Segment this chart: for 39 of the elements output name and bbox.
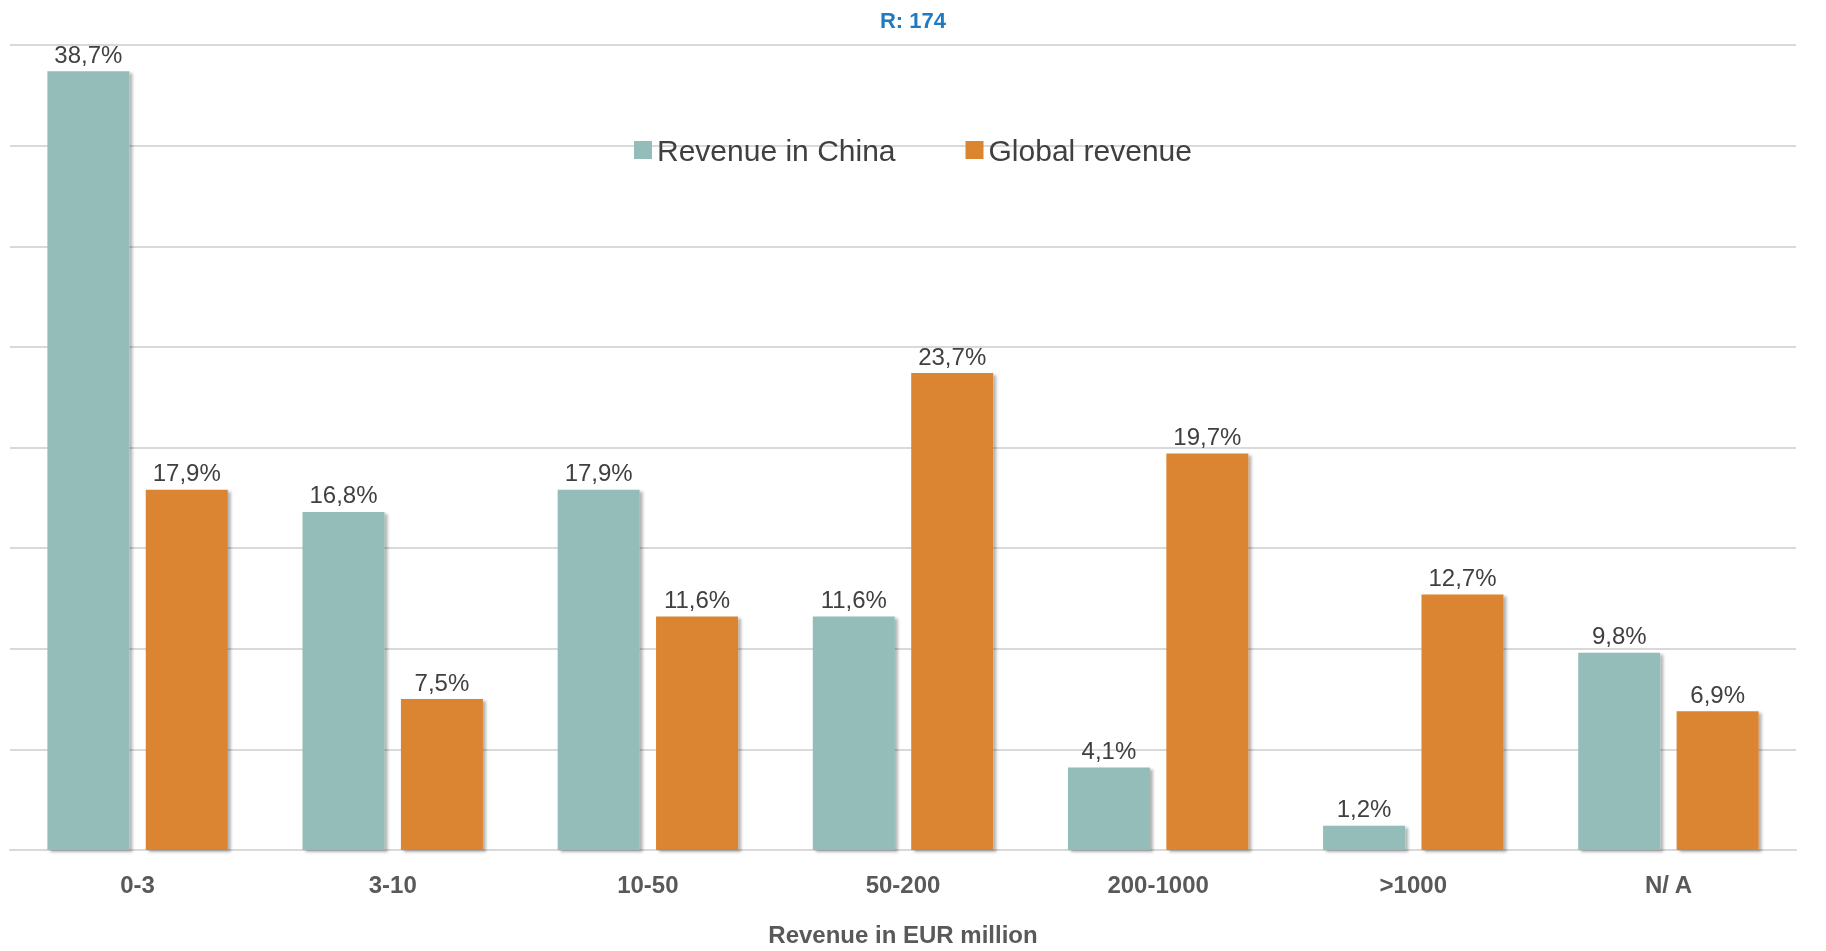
data-label: 1,2% — [1336, 795, 1392, 823]
data-label: 17,9% — [152, 459, 221, 487]
bar — [47, 71, 130, 850]
bar — [145, 489, 228, 850]
x-tick-label: 3-10 — [368, 870, 417, 898]
data-label: 17,9% — [564, 459, 633, 487]
bar — [1067, 767, 1150, 850]
legend-label: Revenue in China — [657, 133, 896, 167]
data-label: 9,8% — [1591, 622, 1647, 650]
data-label: 11,6% — [820, 586, 887, 614]
data-label: 11,6% — [663, 586, 731, 614]
x-tick-label: N/ A — [1644, 870, 1692, 898]
data-label: 38,7% — [54, 40, 123, 68]
data-label: 4,1% — [1081, 736, 1137, 764]
bar — [1578, 652, 1661, 850]
data-label: 23,7% — [918, 342, 987, 370]
data-label: 7,5% — [414, 668, 470, 696]
bar — [1676, 711, 1759, 850]
data-label: 12,7% — [1428, 563, 1497, 591]
bar — [302, 511, 385, 850]
data-label: 19,7% — [1173, 423, 1242, 451]
bar — [400, 699, 483, 850]
bar — [1421, 594, 1504, 850]
x-tick-label: 50-200 — [865, 870, 941, 898]
x-tick-label: 200-1000 — [1107, 870, 1209, 898]
bar — [1166, 453, 1249, 850]
data-label: 6,9% — [1690, 680, 1745, 708]
legend-label: Global revenue — [988, 133, 1192, 167]
data-label: 16,8% — [309, 481, 378, 509]
x-tick-label: >1000 — [1379, 870, 1447, 898]
x-tick-label: 0-3 — [120, 870, 155, 898]
chart-title: R: 174 — [879, 7, 947, 33]
bar — [1323, 825, 1406, 850]
x-tick-label: 10-50 — [617, 870, 679, 898]
x-axis-title: Revenue in EUR million — [768, 920, 1038, 948]
bar — [656, 616, 739, 850]
bar — [911, 373, 994, 850]
bar — [557, 489, 640, 850]
bar — [812, 616, 895, 850]
